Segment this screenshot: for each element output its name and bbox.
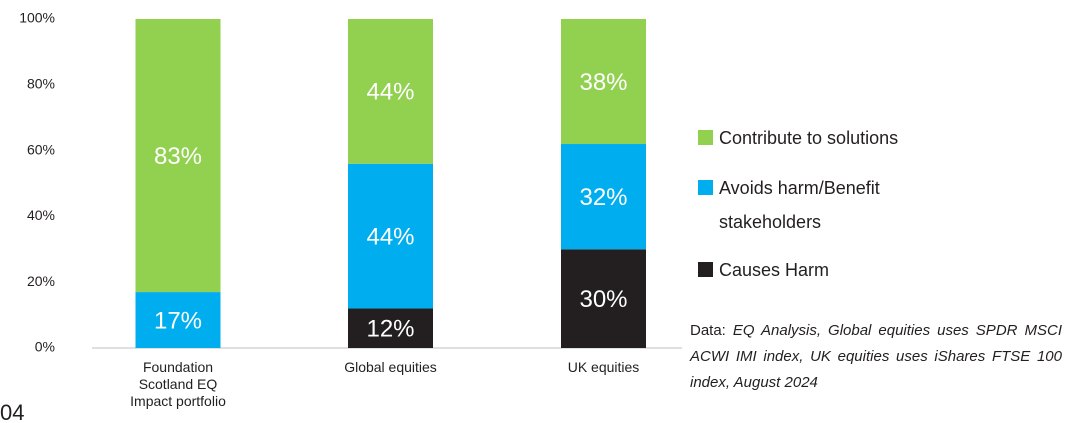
x-tick-label: Foundation Scotland EQ Impact portfolio [130,359,226,409]
data-label: 83% [154,143,202,170]
source-note: Data: EQ Analysis, Global equities uses … [690,318,1062,396]
bar-segment [348,19,433,164]
y-tick-label: 100% [19,10,55,26]
y-tick-label: 60% [27,141,55,157]
data-label: 44% [366,223,414,250]
legend-item: Causes Harm [698,253,918,287]
legend-item: Avoids harm/Benefit stakeholders [698,171,918,239]
bar-segment [135,19,221,293]
bar-segment [135,292,221,348]
bar-segment [561,19,646,145]
data-label: 17% [154,307,202,334]
legend-swatch [698,180,713,195]
data-label: 12% [366,316,414,343]
legend-swatch [698,130,713,145]
data-label: 44% [366,79,414,106]
y-tick-label: 0% [35,339,55,355]
page-number: 04 [0,400,25,423]
data-label: 32% [579,184,627,211]
x-tick-label: Global equities [344,359,437,375]
legend-label: Avoids harm/Benefit stakeholders [719,178,880,232]
data-label: 30% [579,286,627,313]
bar-segment [348,308,433,348]
bar-segment [348,163,433,309]
y-tick-label: 80% [27,76,55,92]
legend-label: Contribute to solutions [719,128,899,148]
bar-segment [561,144,646,250]
bar-segment [561,249,646,348]
legend-swatch [698,262,713,277]
legend-item: Contribute to solutions [698,121,918,155]
x-tick-label: UK equities [567,359,640,375]
data-label: 38% [579,69,627,96]
y-tick-label: 20% [27,273,55,289]
legend-label: Causes Harm [719,260,830,280]
note-text: EQ Analysis, Global equities uses SPDR M… [690,322,1062,391]
y-tick-label: 40% [27,207,55,223]
note-label: Data: [690,322,726,339]
